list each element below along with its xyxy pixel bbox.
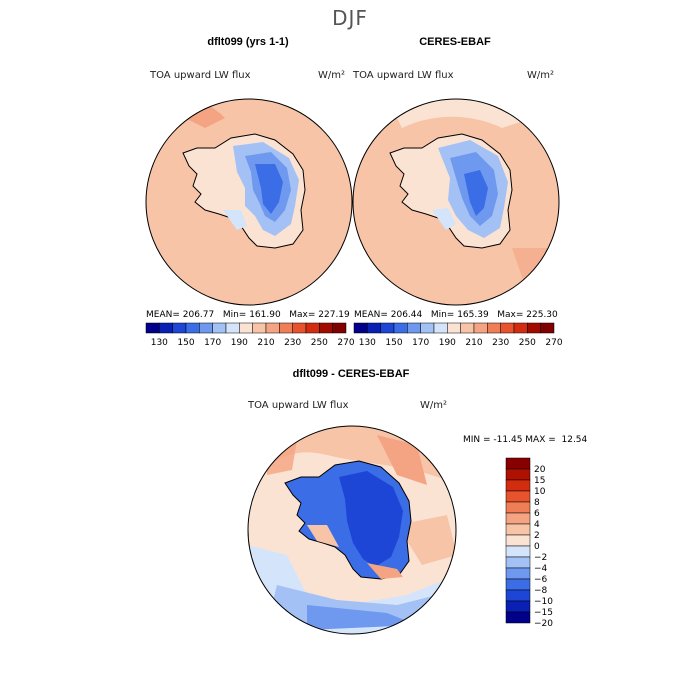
- colorbar-1-swatch: [252, 322, 267, 334]
- colorbar-2-swatch: [380, 322, 395, 334]
- panel-1-stats: MEAN= 206.77 Min= 161.90 Max= 227.19: [146, 310, 350, 320]
- colorbar-1-swatch: [225, 322, 240, 334]
- colorbar-2-swatch: [420, 322, 435, 334]
- colorbar-diff-tick-label: 2: [534, 531, 540, 541]
- colorbar-2: 130 150 170 190 210 230 250 270: [353, 322, 562, 348]
- panel-3-variable: TOA upward LW flux: [248, 400, 349, 411]
- colorbar-diff-swatch: [505, 611, 531, 624]
- colorbar-1-tick-label: 150: [177, 338, 194, 348]
- colorbar-1-swatch: [185, 322, 200, 334]
- colorbar-diff-swatch: [505, 600, 531, 613]
- colorbar-diff-swatch: [505, 567, 531, 580]
- panel-2-stats: MEAN= 206.44 Min= 165.39 Max= 225.30: [354, 310, 558, 320]
- colorbar-1-tick-label: 210: [257, 338, 274, 348]
- colorbar-1-swatch: [319, 322, 333, 334]
- panel-3-map: [247, 425, 457, 635]
- colorbar-diff-swatch: [505, 501, 531, 514]
- colorbar-1-swatch: [265, 322, 280, 334]
- colorbar-1-swatch: [292, 322, 307, 334]
- colorbar-diff-swatch: [505, 490, 531, 503]
- panel-2-variable: TOA upward LW flux: [353, 70, 454, 81]
- colorbar-2-swatch: [367, 322, 381, 334]
- panel-1-map: [145, 98, 353, 306]
- colorbar-diff-tick-label: 15: [534, 476, 545, 486]
- colorbar-2-swatch: [433, 322, 448, 334]
- colorbar-2-swatch: [540, 322, 555, 334]
- panel-3-stats: MIN = -11.45 MAX = 12.54: [463, 435, 588, 445]
- colorbar-1-swatch: [199, 322, 213, 334]
- panel-2-title: CERES-EBAF: [419, 36, 491, 48]
- colorbar-diff-swatch: [505, 556, 531, 569]
- colorbar-2-tick-label: 210: [465, 338, 482, 348]
- panel-1-units: W/m²: [318, 70, 346, 81]
- colorbar-1-swatch: [159, 322, 173, 334]
- colorbar-diff-tick-label: 6: [534, 509, 540, 519]
- colorbar-1-tick-label: 250: [311, 338, 328, 348]
- colorbar-2-swatch: [500, 322, 515, 334]
- colorbar-1: 130 150 170 190 210 230 250 270: [145, 322, 354, 348]
- colorbar-2-tick-label: 250: [519, 338, 536, 348]
- colorbar-diff-swatch: [505, 468, 531, 481]
- colorbar-1-swatch: [239, 322, 253, 334]
- colorbar-diff-tick-label: 0: [534, 542, 540, 552]
- colorbar-1-tick-label: 130: [151, 338, 168, 348]
- colorbar-1-swatch: [305, 322, 320, 334]
- panel-3-units: W/m²: [420, 400, 448, 411]
- colorbar-diff-tick-label: 10: [534, 487, 546, 497]
- colorbar-diff-swatch: [505, 589, 531, 602]
- colorbar-1-tick-label: 230: [284, 338, 301, 348]
- colorbar-diff-tick-label: 4: [534, 520, 540, 530]
- colorbar-diff-tick-label: −2: [534, 553, 547, 563]
- colorbar-diff-swatch: [505, 534, 531, 547]
- colorbar-diff-swatch: [505, 523, 531, 536]
- colorbar-1-swatch: [212, 322, 227, 334]
- colorbar-2-swatch: [473, 322, 488, 334]
- colorbar-diff-tick-label: −15: [534, 608, 553, 618]
- colorbar-1-swatch: [172, 322, 187, 334]
- panel-2-map: [352, 98, 560, 306]
- colorbar-2-swatch: [407, 322, 421, 334]
- colorbar-2-swatch: [460, 322, 475, 334]
- colorbar-diff-tick-label: −20: [534, 619, 553, 626]
- colorbar-2-tick-label: 190: [439, 338, 456, 348]
- colorbar-2-swatch: [527, 322, 541, 334]
- colorbar-2-tick-label: 270: [545, 338, 562, 348]
- panel-1-variable: TOA upward LW flux: [150, 70, 251, 81]
- colorbar-1-tick-label: 270: [337, 338, 354, 348]
- panel-1-title: dflt099 (yrs 1-1): [207, 36, 289, 48]
- colorbar-diff-swatch: [505, 512, 531, 525]
- colorbar-diff-tick-label: −8: [534, 586, 548, 596]
- colorbar-diff-tick-label: 8: [534, 498, 540, 508]
- panel-3-title: dflt099 - CERES-EBAF: [292, 368, 410, 380]
- colorbar-2-tick-label: 170: [412, 338, 429, 348]
- colorbar-diff-swatch: [505, 457, 531, 470]
- colorbar-1-swatch: [145, 322, 160, 334]
- colorbar-diff-swatch: [505, 545, 531, 558]
- colorbar-diff-swatch: [505, 578, 531, 591]
- colorbar-diff-tick-label: −6: [534, 575, 548, 585]
- colorbar-2-tick-label: 230: [492, 338, 509, 348]
- colorbar-2-swatch: [447, 322, 461, 334]
- colorbar-1-swatch: [332, 322, 347, 334]
- colorbar-1-tick-label: 190: [231, 338, 248, 348]
- colorbar-diff-tick-label: −10: [534, 597, 553, 607]
- colorbar-2-tick-label: 150: [385, 338, 402, 348]
- colorbar-1-swatch: [279, 322, 293, 334]
- figure-title: DJF: [332, 6, 368, 30]
- colorbar-diff-tick-label: −4: [534, 564, 548, 574]
- colorbar-diff-tick-label: 20: [534, 465, 546, 475]
- colorbar-diff-swatch: [505, 479, 531, 492]
- colorbar-2-tick-label: 130: [359, 338, 376, 348]
- colorbar-2-swatch: [353, 322, 368, 334]
- colorbar-1-tick-label: 170: [204, 338, 221, 348]
- colorbar-2-swatch: [487, 322, 501, 334]
- colorbar-2-swatch: [513, 322, 528, 334]
- panel-2-units: W/m²: [527, 70, 555, 81]
- colorbar-2-swatch: [393, 322, 408, 334]
